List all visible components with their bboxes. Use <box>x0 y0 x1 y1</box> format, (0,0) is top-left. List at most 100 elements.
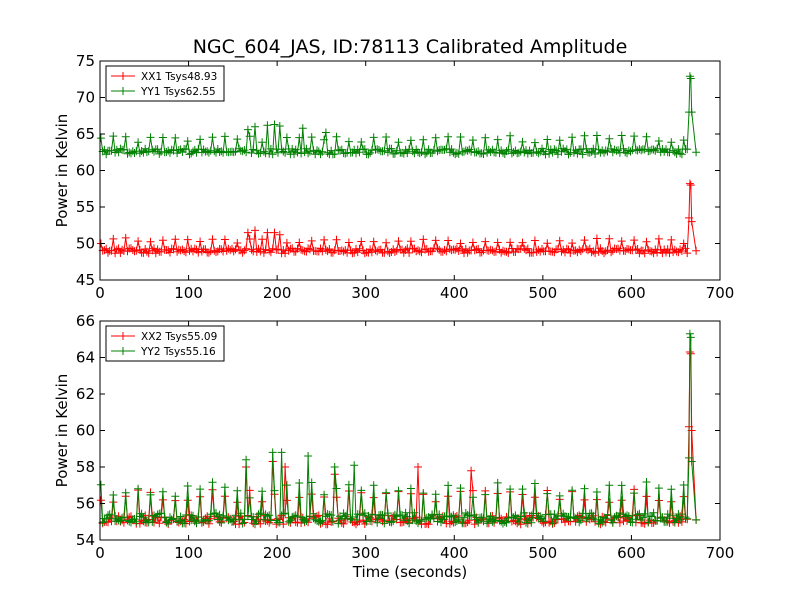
data-point <box>456 239 465 248</box>
data-point <box>527 518 536 527</box>
data-point <box>344 480 353 489</box>
data-point <box>247 149 256 157</box>
data-point <box>206 247 215 256</box>
data-point <box>190 244 199 253</box>
data-point <box>204 148 213 157</box>
data-point <box>617 237 626 246</box>
data-point <box>665 249 674 258</box>
data-point <box>456 133 465 141</box>
data-point <box>640 145 649 154</box>
x-tick-label: 300 <box>351 284 380 302</box>
data-point <box>167 244 176 253</box>
data-point <box>598 518 607 527</box>
data-point <box>102 150 111 159</box>
data-point <box>687 217 696 226</box>
legend-entry: XX2 Tsys55.09 <box>141 331 217 343</box>
data-point <box>258 487 267 496</box>
data-point <box>109 491 118 499</box>
data-point <box>591 249 600 258</box>
data-point <box>148 517 157 526</box>
data-point <box>580 131 589 140</box>
data-point <box>419 235 428 244</box>
data-point <box>174 146 183 154</box>
data-point <box>601 247 610 256</box>
data-point <box>468 493 477 502</box>
data-point <box>394 138 403 147</box>
data-point <box>573 512 582 521</box>
data-point <box>424 145 433 154</box>
data-point <box>277 448 286 457</box>
data-point <box>575 518 584 527</box>
data-point <box>139 513 148 522</box>
data-point <box>279 246 288 254</box>
data-point <box>268 150 277 159</box>
data-point <box>576 247 585 256</box>
data-point <box>562 145 571 154</box>
data-point <box>240 515 249 524</box>
data-point <box>332 132 341 141</box>
data-point <box>523 244 532 253</box>
x-tick-label: 600 <box>617 284 646 302</box>
data-point <box>274 245 282 254</box>
data-point <box>204 516 213 525</box>
data-point <box>467 147 476 156</box>
data-point <box>456 484 465 493</box>
data-point <box>128 246 137 254</box>
data-point <box>605 481 614 490</box>
data-point <box>150 244 158 253</box>
data-point <box>433 244 442 253</box>
data-point <box>571 146 580 155</box>
data-point <box>679 492 688 501</box>
data-point <box>288 144 297 153</box>
data-point <box>578 509 587 518</box>
data-point <box>313 146 321 155</box>
data-point <box>670 148 679 157</box>
data-point <box>256 509 265 518</box>
data-point <box>470 510 479 519</box>
data-point <box>142 247 151 256</box>
data-point <box>261 510 270 519</box>
data-point <box>474 244 483 253</box>
data-point <box>233 486 242 495</box>
data-point <box>654 484 663 493</box>
data-point <box>277 511 286 520</box>
data-point <box>633 510 642 519</box>
x-tick-label: 0 <box>95 284 105 302</box>
data-point <box>472 515 481 524</box>
data-point <box>194 248 203 257</box>
data-point <box>444 236 453 245</box>
data-point <box>360 249 369 258</box>
data-point <box>343 510 352 519</box>
data-point <box>109 132 118 141</box>
data-point <box>587 248 596 257</box>
data-point <box>504 145 513 154</box>
data-point <box>548 148 557 157</box>
data-point <box>516 512 525 521</box>
data-point <box>134 237 143 246</box>
series-markers-1-1 <box>96 179 701 258</box>
data-point <box>389 517 398 526</box>
data-point <box>350 248 359 257</box>
data-point <box>417 148 426 157</box>
data-point <box>493 478 502 487</box>
y-tick-label: 58 <box>76 458 95 476</box>
data-point <box>121 132 130 141</box>
data-point <box>392 512 401 521</box>
data-point <box>183 496 192 505</box>
data-point <box>580 484 589 493</box>
data-point <box>146 237 155 246</box>
data-point <box>543 489 552 498</box>
data-point <box>587 509 596 518</box>
data-point <box>304 149 313 158</box>
data-point <box>240 246 249 255</box>
data-point <box>142 516 151 525</box>
data-point <box>601 146 610 155</box>
data-point <box>603 510 612 519</box>
data-point <box>520 508 529 517</box>
data-point <box>419 135 428 144</box>
data-point <box>692 515 701 524</box>
data-point <box>608 518 617 527</box>
data-point <box>272 516 281 525</box>
data-point <box>132 517 141 526</box>
data-point <box>243 125 252 134</box>
